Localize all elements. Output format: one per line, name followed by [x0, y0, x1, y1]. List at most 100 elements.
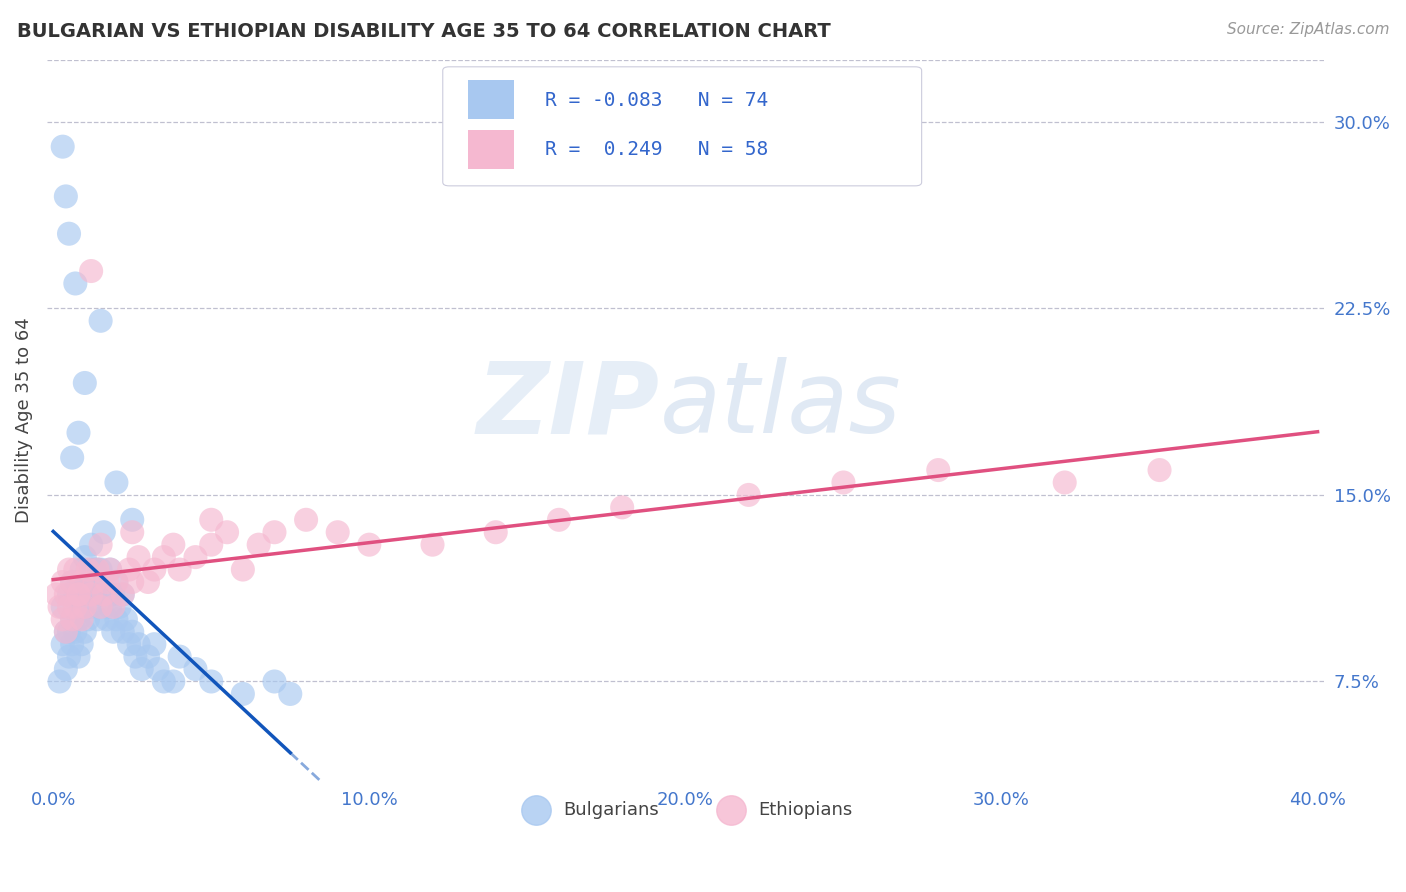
- Point: [60, 450, 83, 465]
- Point: [73, 599, 96, 614]
- Point: [52, 139, 75, 153]
- Point: [98, 563, 121, 577]
- Point: [48, 674, 70, 689]
- Point: [55, 189, 77, 203]
- Point: [263, 674, 285, 689]
- Point: [143, 563, 166, 577]
- Point: [121, 525, 143, 540]
- Point: [162, 674, 184, 689]
- Point: [153, 674, 176, 689]
- Point: [52, 599, 75, 614]
- Point: [136, 649, 159, 664]
- Point: [115, 612, 138, 626]
- Point: [90, 563, 112, 577]
- Text: R = -0.083   N = 74: R = -0.083 N = 74: [546, 91, 768, 111]
- Point: [103, 624, 125, 639]
- Point: [105, 574, 128, 589]
- Point: [65, 277, 87, 291]
- Point: [128, 550, 150, 565]
- Point: [86, 574, 108, 589]
- Point: [737, 488, 759, 502]
- Point: [45, 587, 67, 601]
- Point: [48, 599, 70, 614]
- Point: [359, 538, 381, 552]
- Point: [200, 513, 222, 527]
- Point: [162, 538, 184, 552]
- Point: [143, 637, 166, 651]
- Point: [121, 574, 143, 589]
- Point: [111, 587, 134, 601]
- Point: [184, 550, 207, 565]
- Point: [98, 563, 121, 577]
- Point: [67, 425, 90, 440]
- Point: [485, 525, 508, 540]
- Point: [326, 525, 349, 540]
- Point: [86, 612, 108, 626]
- Point: [77, 574, 100, 589]
- Point: [67, 649, 90, 664]
- Point: [60, 637, 83, 651]
- Point: [124, 649, 146, 664]
- Point: [70, 599, 93, 614]
- Point: [93, 587, 115, 601]
- Point: [832, 475, 855, 490]
- Point: [70, 612, 93, 626]
- Point: [1053, 475, 1076, 490]
- Point: [184, 662, 207, 676]
- Point: [105, 612, 128, 626]
- Point: [98, 587, 121, 601]
- Point: [232, 563, 254, 577]
- Point: [612, 500, 634, 515]
- Point: [111, 587, 134, 601]
- Point: [83, 574, 105, 589]
- Point: [278, 687, 301, 701]
- Point: [60, 612, 83, 626]
- Point: [105, 475, 128, 490]
- Point: [247, 538, 270, 552]
- Point: [90, 599, 112, 614]
- Point: [200, 674, 222, 689]
- Point: [83, 587, 105, 601]
- Point: [118, 637, 141, 651]
- Point: [52, 574, 75, 589]
- Point: [77, 612, 100, 626]
- Point: [422, 538, 444, 552]
- Point: [58, 599, 80, 614]
- Point: [65, 624, 87, 639]
- Point: [90, 314, 112, 328]
- Point: [111, 624, 134, 639]
- Point: [55, 662, 77, 676]
- Y-axis label: Disability Age 35 to 64: Disability Age 35 to 64: [15, 318, 32, 524]
- Point: [153, 550, 176, 565]
- Point: [60, 612, 83, 626]
- Point: [927, 463, 949, 477]
- Legend: Bulgarians, Ethiopians: Bulgarians, Ethiopians: [510, 794, 860, 826]
- Point: [67, 574, 90, 589]
- Point: [70, 637, 93, 651]
- Point: [96, 574, 118, 589]
- Point: [80, 538, 103, 552]
- Point: [60, 574, 83, 589]
- Point: [169, 649, 191, 664]
- Point: [77, 563, 100, 577]
- Point: [86, 563, 108, 577]
- Text: R =  0.249   N = 58: R = 0.249 N = 58: [546, 140, 768, 160]
- Point: [118, 563, 141, 577]
- Point: [65, 563, 87, 577]
- FancyBboxPatch shape: [468, 79, 515, 120]
- Point: [55, 624, 77, 639]
- Point: [80, 599, 103, 614]
- Point: [86, 563, 108, 577]
- Point: [73, 550, 96, 565]
- Point: [52, 612, 75, 626]
- Point: [548, 513, 571, 527]
- Point: [80, 587, 103, 601]
- Point: [60, 574, 83, 589]
- Point: [232, 687, 254, 701]
- Point: [58, 227, 80, 241]
- Point: [121, 513, 143, 527]
- Point: [108, 599, 131, 614]
- Point: [98, 599, 121, 614]
- Point: [263, 525, 285, 540]
- Text: Source: ZipAtlas.com: Source: ZipAtlas.com: [1226, 22, 1389, 37]
